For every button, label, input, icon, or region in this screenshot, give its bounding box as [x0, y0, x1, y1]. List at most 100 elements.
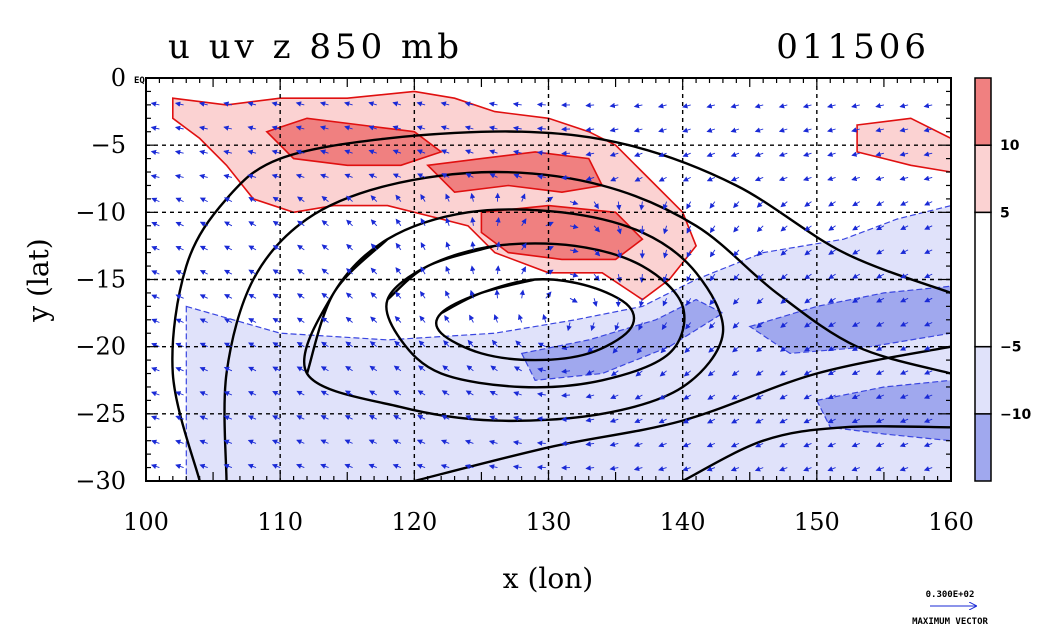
wind-vector — [520, 266, 526, 275]
z-contour-line — [414, 345, 951, 481]
wind-vector — [416, 125, 426, 131]
wind-vector — [521, 218, 527, 227]
wind-vector — [900, 297, 909, 303]
wind-vector — [321, 341, 329, 348]
x-tick-labels: 100 110 120 130 140 150 160 — [123, 508, 974, 536]
wind-vector — [247, 415, 257, 421]
wind-vector — [754, 127, 764, 133]
wind-vector — [780, 249, 788, 256]
wind-vector — [489, 149, 498, 155]
wind-vector — [633, 441, 643, 448]
wind-vector — [780, 225, 788, 232]
wind-vector — [638, 298, 645, 307]
wind-vector — [852, 273, 861, 279]
wind-vector — [827, 103, 836, 109]
wind-vector — [394, 316, 402, 323]
wind-vector — [321, 196, 329, 202]
wind-vector — [658, 176, 667, 182]
wind-vector — [780, 273, 788, 280]
wind-vector — [616, 225, 622, 235]
wind-vector — [488, 464, 498, 470]
wind-vector — [730, 466, 740, 472]
wind-vector — [392, 101, 402, 107]
wind-vector — [512, 440, 522, 446]
wind-vector — [569, 272, 579, 278]
wind-vector — [320, 439, 329, 445]
wind-vector — [634, 394, 643, 400]
wind-vector — [151, 197, 160, 203]
wind-vector — [223, 439, 233, 445]
wind-vector — [346, 195, 353, 202]
wind-vector — [852, 225, 861, 231]
wind-vector — [778, 103, 788, 109]
wind-vector — [495, 265, 501, 275]
wind-vector — [803, 394, 812, 400]
wind-vector — [634, 151, 643, 157]
wind-vector — [633, 465, 643, 472]
wind-vector — [223, 415, 233, 421]
wind-vector — [851, 127, 860, 133]
wind-vector — [924, 200, 933, 206]
colorbar-segment — [974, 144, 992, 214]
wind-vector — [566, 322, 572, 332]
wind-vector — [852, 321, 861, 327]
wind-vector — [658, 466, 667, 472]
equator-label: EQ — [134, 76, 145, 86]
wind-vector — [223, 366, 233, 372]
wind-vector — [420, 194, 426, 202]
wind-vector — [419, 290, 426, 299]
wind-vector — [175, 270, 184, 276]
wind-vector — [515, 340, 523, 348]
wind-vector — [803, 175, 812, 182]
wind-vector — [586, 369, 595, 375]
wind-vector — [803, 466, 812, 472]
wind-vector — [686, 298, 692, 306]
wind-vector — [519, 289, 525, 299]
wind-vector — [537, 174, 546, 180]
wind-vector — [513, 391, 522, 397]
wind-vector — [804, 273, 812, 280]
wind-vector — [416, 463, 426, 469]
wind-vector — [494, 289, 500, 299]
wind-vector — [537, 342, 547, 348]
wind-vector — [199, 415, 208, 421]
wind-vector — [392, 125, 402, 131]
wind-vector — [924, 273, 933, 279]
wind-vector — [706, 176, 716, 182]
wind-vector — [569, 200, 579, 206]
wind-vector — [420, 242, 426, 251]
y-tick-label: 0 — [111, 64, 126, 92]
wind-vector — [175, 439, 184, 445]
wind-vector — [464, 101, 474, 107]
wind-vector — [440, 149, 450, 155]
wind-vector — [587, 346, 595, 353]
wind-vector — [779, 466, 788, 472]
wind-vector — [803, 370, 812, 376]
wind-vector — [828, 201, 836, 207]
x-tick-label: 140 — [660, 508, 706, 536]
wind-vector — [419, 315, 426, 323]
wind-vector — [224, 197, 233, 203]
wind-vector — [828, 249, 836, 255]
wind-vector — [756, 346, 764, 353]
wind-vector — [780, 322, 788, 328]
wind-vector — [175, 415, 184, 421]
wind-vector — [174, 101, 184, 107]
y-tick-label: −30 — [75, 467, 126, 495]
wind-vector — [488, 101, 498, 107]
wind-vector — [537, 391, 546, 398]
wind-vector — [345, 292, 353, 299]
wind-vector — [393, 390, 402, 396]
wind-vector — [223, 173, 233, 180]
wind-vector — [569, 248, 579, 254]
wind-vector — [585, 102, 595, 108]
wind-vector — [733, 201, 740, 209]
wind-vector — [804, 297, 812, 304]
wind-vector — [295, 101, 305, 107]
wind-vector — [247, 101, 257, 107]
wind-vector — [368, 173, 377, 179]
wind-vector — [248, 245, 257, 251]
wind-vector — [899, 442, 909, 448]
wind-vector — [174, 125, 184, 131]
wind-vector — [802, 127, 812, 133]
